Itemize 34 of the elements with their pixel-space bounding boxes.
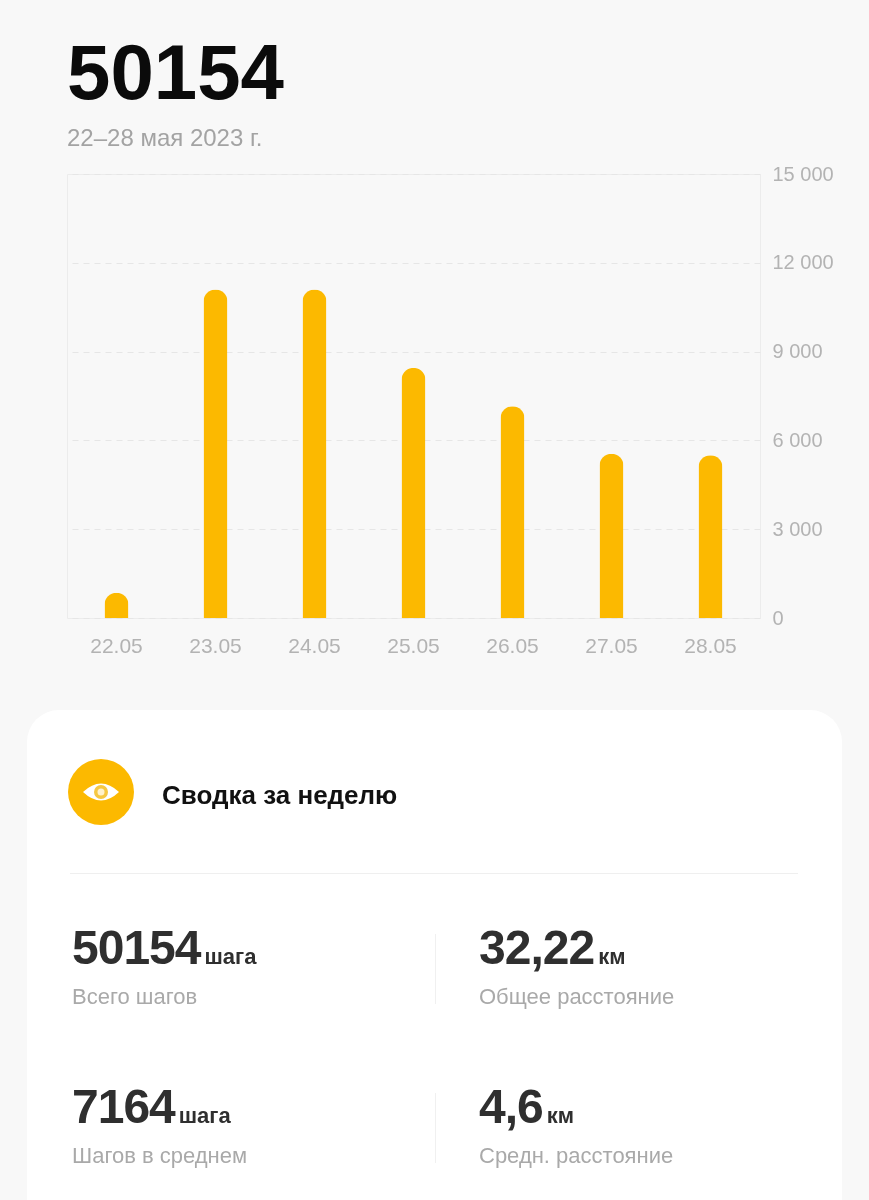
y-tick-label: 9 000 xyxy=(772,340,823,363)
x-tick-label: 25.05 xyxy=(387,633,440,657)
text: 4,6 xyxy=(479,1080,543,1133)
chart-title: 50154 xyxy=(67,28,284,116)
bar xyxy=(500,406,525,618)
y-tick-label: 0 xyxy=(772,606,784,629)
text: Шагов в среднем xyxy=(72,1143,248,1169)
text: Сводка за неделю xyxy=(162,780,398,810)
x-tick-label: 24.05 xyxy=(288,633,341,657)
text: Общее расстояние xyxy=(479,984,675,1010)
x-tick-label: 23.05 xyxy=(189,633,242,657)
text: Всего шагов xyxy=(72,984,199,1010)
text: км xyxy=(598,944,626,969)
bar xyxy=(698,455,723,618)
text: шага xyxy=(204,944,257,969)
y-tick-label: 3 000 xyxy=(772,517,823,540)
bar xyxy=(203,289,228,618)
x-tick-label: 27.05 xyxy=(585,633,638,657)
y-tick-label: 15 000 xyxy=(772,162,834,185)
bar xyxy=(599,453,624,618)
x-tick-label: 26.05 xyxy=(486,633,539,657)
text: км xyxy=(546,1103,575,1128)
bar xyxy=(302,289,327,618)
bar xyxy=(401,367,426,618)
chart-subtitle: 22–28 мая 2023 г. xyxy=(67,124,263,151)
text: Средн. расстояние xyxy=(479,1143,674,1169)
text: 7164 xyxy=(72,1080,175,1133)
y-tick-label: 6 000 xyxy=(772,428,823,451)
x-tick-label: 28.05 xyxy=(684,633,737,657)
x-tick-label: 22.05 xyxy=(90,633,143,657)
text: 32,22 xyxy=(479,921,595,974)
y-tick-label: 12 000 xyxy=(772,251,834,274)
text: шага xyxy=(178,1103,231,1128)
text: 50154 xyxy=(72,921,201,974)
